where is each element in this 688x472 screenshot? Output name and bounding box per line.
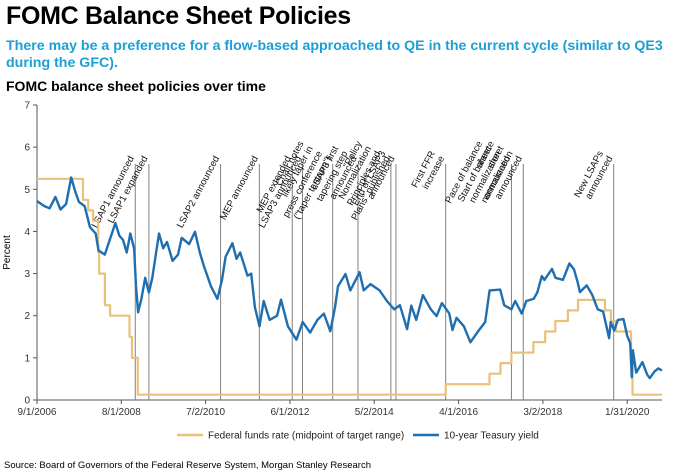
legend-fed-funds-label: Federal funds rate (midpoint of target r… xyxy=(208,431,404,442)
x-tick-label: 3/2/2018 xyxy=(523,407,562,418)
x-tick-label: 7/2/2010 xyxy=(186,407,225,418)
chart-title: FOMC balance sheet policies over time xyxy=(6,78,266,94)
event-label: LSAP2 announced xyxy=(175,154,222,230)
fomc-balance-sheet-chart: Percent 0 1 2 3 4 5 6 7 9/1/2006 8/1/2008 7/2/201… xyxy=(2,101,663,442)
y-tick-label: 5 xyxy=(24,185,30,196)
y-axis-ticks: 0 1 2 3 4 5 6 7 xyxy=(24,101,37,407)
x-tick-label: 8/1/2008 xyxy=(102,407,141,418)
event-label: First FFRincrease xyxy=(410,149,448,194)
y-tick-label: 2 xyxy=(24,311,30,322)
x-tick-label: 5/2/2014 xyxy=(355,407,394,418)
fed-funds-rate-line xyxy=(37,177,662,396)
event-label: Start of balancesheetnormalizationannoun… xyxy=(456,139,525,219)
x-tick-label: 9/1/2006 xyxy=(18,407,57,418)
page-subtitle: There may be a preference for a flow-bas… xyxy=(6,38,663,71)
y-tick-label: 6 xyxy=(24,143,30,154)
y-tick-label: 3 xyxy=(24,269,30,280)
x-tick-label: 1/31/2020 xyxy=(605,407,650,418)
source-note: Source: Board of Governors of the Federa… xyxy=(4,460,371,471)
event-label: New LSAPsannounced xyxy=(572,149,615,204)
x-tick-label: 4/1/2016 xyxy=(439,407,478,418)
y-axis-label: Percent xyxy=(2,235,13,270)
page-title: FOMC Balance Sheet Policies xyxy=(6,2,351,30)
treasury-yield-line xyxy=(36,176,663,380)
chart-axes xyxy=(36,105,662,401)
x-axis-ticks: 9/1/2006 8/1/2008 7/2/2010 6/1/2012 5/2/2014… xyxy=(18,400,650,418)
chart-legend: Federal funds rate (midpoint of target r… xyxy=(177,431,539,442)
x-tick-label: 6/1/2012 xyxy=(270,407,309,418)
event-label: MEP announced xyxy=(218,154,261,222)
y-tick-label: 0 xyxy=(24,396,30,407)
series-lines xyxy=(36,176,663,396)
y-tick-label: 4 xyxy=(24,227,30,238)
y-tick-label: 7 xyxy=(24,101,30,112)
legend-treasury-label: 10-year Teasury yield xyxy=(444,431,539,442)
y-tick-label: 1 xyxy=(24,353,30,364)
